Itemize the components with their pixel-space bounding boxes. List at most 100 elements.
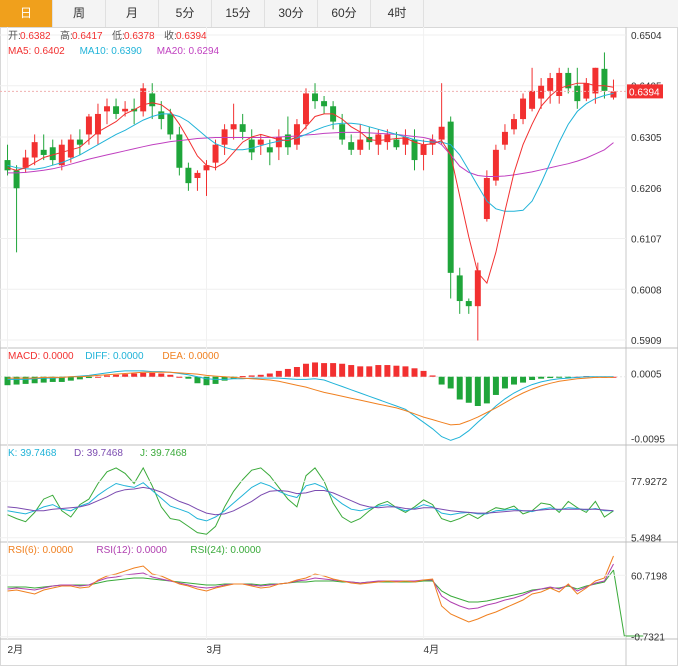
candle-body (411, 139, 418, 161)
kdj-legend-item: D: 39.7468 (74, 448, 123, 459)
candle-body (149, 93, 156, 107)
macd-legend-item: MACD: 0.0000 (8, 351, 74, 362)
tab-5[interactable]: 30分 (265, 0, 318, 27)
candle-body (420, 144, 427, 155)
candle-body (239, 124, 246, 132)
macd-tick-label: -0.0095 (631, 435, 665, 446)
tab-6[interactable]: 60分 (318, 0, 371, 27)
ohlc-value: 0.6394 (176, 31, 207, 42)
candle-body (574, 85, 581, 102)
macd-bar (366, 366, 373, 377)
price-tick-label: 0.6206 (631, 184, 662, 195)
macd-bar (565, 376, 572, 378)
candle-body (357, 139, 364, 150)
candle-body (40, 149, 47, 155)
candle-body (266, 147, 273, 153)
macd-bar (239, 376, 246, 378)
candle-body (122, 108, 129, 112)
tab-0[interactable]: 日 (0, 0, 53, 27)
price-tick-label: 0.6008 (631, 285, 662, 296)
rsi-tail-line (613, 569, 644, 637)
macd-bar (176, 376, 183, 378)
macd-legend-item: DEA: 0.0000 (162, 351, 219, 362)
candle-body (176, 134, 183, 168)
macd-bar (94, 376, 101, 378)
candle-body (592, 67, 599, 94)
ohlc-value: 0.6417 (72, 31, 103, 42)
macd-bar (149, 372, 156, 377)
macd-bar (140, 372, 147, 377)
macd-bar (85, 376, 92, 379)
kdj-tick-label: 77.9272 (631, 477, 668, 488)
rsi-tick-label: 60.7198 (631, 571, 668, 582)
rsi-legend-item: RSI(6): 0.0000 (8, 545, 73, 556)
macd-bar (113, 374, 120, 377)
macd-bar (284, 368, 291, 377)
candle-body (492, 149, 499, 181)
tab-bar-filler (424, 0, 678, 27)
candle-body (520, 98, 527, 120)
ohlc-key: 收: (164, 29, 177, 42)
macd-bar (357, 366, 364, 377)
candle-body (167, 113, 174, 135)
macd-bar (221, 376, 228, 381)
candle-body (58, 144, 65, 166)
tab-7[interactable]: 4时 (371, 0, 424, 27)
candle-body (511, 119, 517, 130)
candle-body (104, 106, 110, 112)
candle-body (601, 68, 608, 91)
rsi-tick-label: -0.7321 (631, 633, 665, 644)
macd-bar (474, 376, 481, 406)
last-price-tag (627, 84, 663, 99)
price-tick-label: 0.5909 (631, 336, 662, 347)
candle-body (547, 78, 554, 91)
candle-body (556, 72, 563, 96)
tab-1[interactable]: 周 (53, 0, 106, 27)
candle-body (85, 116, 92, 135)
macd-bar (411, 368, 418, 377)
macd-bar (67, 376, 74, 381)
ma5-line (7, 82, 614, 285)
candle-body (49, 147, 56, 161)
macd-bar (248, 375, 255, 377)
rsi6-line (7, 555, 614, 623)
macd-bar (122, 374, 129, 377)
tab-2[interactable]: 月 (106, 0, 159, 27)
last-price-label: 0.6394 (629, 87, 660, 98)
macd-bar (40, 376, 47, 383)
candle-body (456, 275, 463, 302)
macd-bar (483, 376, 490, 404)
candle-body (13, 170, 20, 189)
candle-body (185, 167, 192, 184)
macd-diff-line (7, 370, 614, 441)
tab-3[interactable]: 5分 (159, 0, 212, 27)
macd-bar (104, 375, 110, 377)
candle-body (384, 134, 391, 143)
candle-body (302, 93, 309, 125)
macd-bar (212, 376, 219, 384)
candle-body (583, 83, 590, 99)
price-tick-label: 0.6305 (631, 133, 662, 144)
timeframe-tab-bar: 日周月 5分 15分 30分 60分 4时 (0, 0, 678, 28)
macd-dea-line (7, 371, 614, 426)
macd-bar (185, 376, 192, 379)
kdj-legend-item: K: 39.7468 (8, 448, 57, 459)
macd-bar (556, 376, 563, 378)
candle-body (194, 172, 201, 179)
ohlc-key: 低: (112, 29, 125, 42)
macd-bar (302, 363, 309, 377)
candle-body (67, 139, 74, 158)
candle-body (293, 124, 300, 145)
macd-bar (393, 365, 400, 377)
tab-4[interactable]: 15分 (212, 0, 265, 27)
macd-bar (131, 373, 138, 377)
candle-body (203, 165, 210, 171)
candle-body (113, 106, 120, 114)
candle-body (501, 131, 508, 145)
macd-bar (158, 373, 165, 377)
macd-tick-label: 0.0005 (631, 370, 662, 381)
chart-canvas: 0.65040.64050.63050.62060.61070.60080.59… (0, 27, 678, 666)
candle-body (438, 126, 445, 140)
candle-body (158, 111, 165, 120)
ohlc-value: 0.6382 (20, 31, 51, 42)
